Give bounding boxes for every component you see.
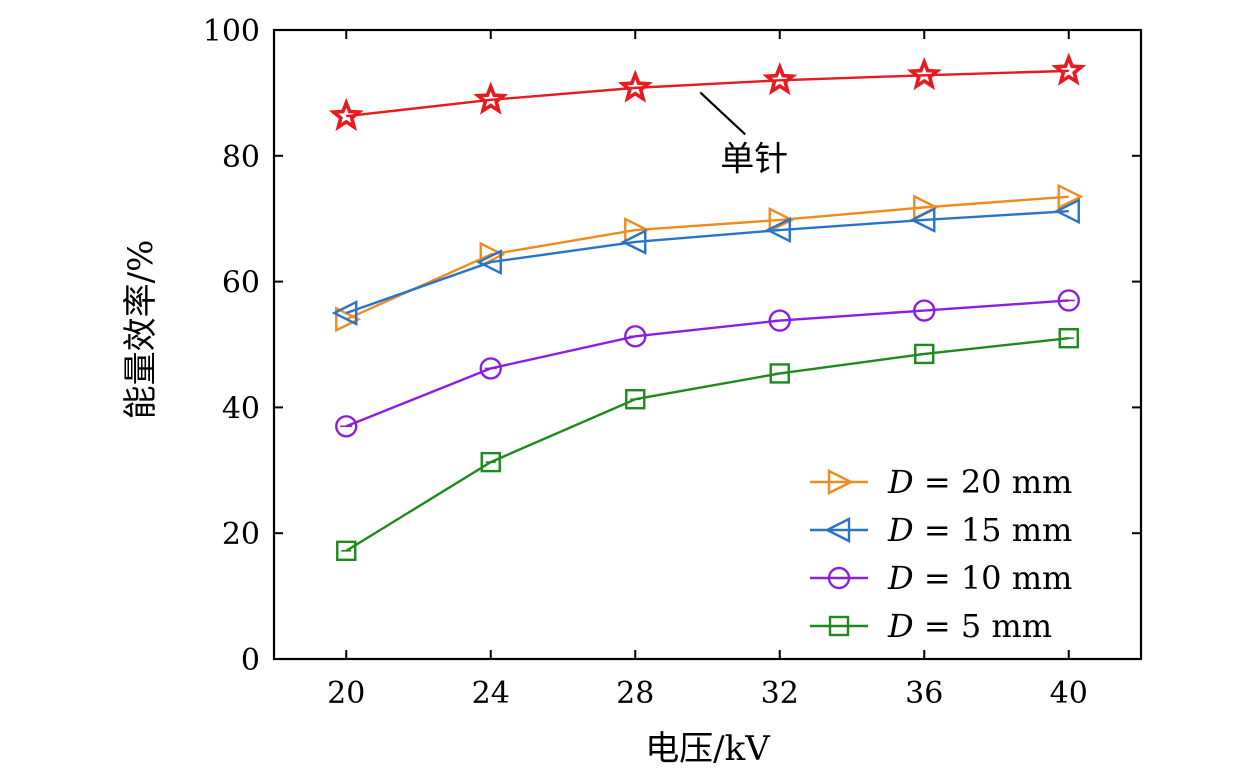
data-point — [765, 217, 791, 243]
data-point — [328, 97, 364, 131]
data-point — [335, 415, 358, 438]
annotation-label: 单针 — [720, 139, 788, 179]
legend-label-rest: = 5 mm — [914, 607, 1052, 645]
legend-marker — [827, 566, 851, 590]
legend-item: D = 20 mm — [810, 463, 1072, 501]
x-tick-label: 36 — [905, 676, 943, 711]
legend-item: D = 10 mm — [810, 559, 1072, 597]
data-point — [1051, 52, 1087, 86]
legend-marker — [824, 517, 851, 543]
data-point — [909, 207, 936, 233]
data-point-inner — [912, 62, 937, 86]
data-point-inner — [478, 87, 503, 110]
legend-marker — [828, 615, 850, 637]
data-point — [479, 357, 502, 380]
data-point — [769, 363, 790, 384]
series-0 — [328, 52, 1087, 131]
data-point — [473, 81, 509, 115]
legend-label: D = 15 mm — [887, 511, 1072, 549]
y-tick-label: 100 — [203, 14, 260, 49]
data-point — [1058, 328, 1079, 349]
series-line — [346, 69, 1069, 118]
x-tick-label: 40 — [1050, 676, 1088, 711]
legend-label-var: D — [887, 559, 914, 597]
annotation-pointer-line — [699, 91, 747, 136]
plot-frame — [272, 28, 1143, 661]
legend-label: D = 10 mm — [887, 559, 1072, 597]
legend-label: D = 20 mm — [887, 463, 1072, 501]
y-axis-label: 能量效率/% — [121, 240, 161, 420]
x-tick-label: 32 — [761, 676, 799, 711]
data-point-inner — [1056, 58, 1081, 82]
legend-label-rest: = 20 mm — [914, 463, 1073, 501]
data-point — [768, 309, 791, 332]
data-point-inner — [623, 75, 648, 99]
series-2 — [331, 198, 1080, 326]
series-line — [345, 337, 1069, 552]
series-line — [345, 209, 1069, 315]
legend-label-rest: = 15 mm — [914, 511, 1073, 549]
legend-label-rest: = 10 mm — [914, 559, 1073, 597]
legend-label-var: D — [887, 463, 914, 501]
data-point — [1057, 289, 1080, 312]
y-tick-label: 0 — [241, 643, 260, 678]
data-point — [914, 343, 935, 365]
data-point — [336, 540, 357, 562]
series-4 — [336, 328, 1079, 562]
y-tick-label: 20 — [222, 517, 260, 552]
data-point — [476, 249, 502, 276]
data-point — [625, 389, 646, 410]
annotation: 单针 — [699, 91, 788, 179]
y-tick-label: 80 — [222, 140, 260, 175]
data-point-inner — [334, 103, 359, 127]
legend-item: D = 15 mm — [810, 511, 1072, 549]
legend: D = 20 mmD = 15 mmD = 10 mmD = 5 mm — [810, 463, 1072, 645]
legend-item: D = 5 mm — [810, 607, 1052, 645]
data-point — [617, 69, 653, 103]
y-tick-label: 60 — [222, 266, 260, 301]
data-point — [331, 300, 358, 326]
legend-label-var: D — [887, 607, 914, 645]
x-tick-label: 20 — [327, 676, 365, 711]
data-point — [913, 299, 936, 322]
legend-marker — [827, 469, 854, 495]
data-point — [479, 241, 506, 268]
legend-label: D = 5 mm — [887, 607, 1052, 645]
data-point-inner — [767, 67, 792, 91]
legend-label-var: D — [887, 511, 914, 549]
series-line — [345, 195, 1069, 321]
data-point — [624, 325, 647, 348]
x-tick-label: 28 — [616, 676, 654, 711]
data-point — [762, 62, 798, 96]
data-point — [906, 57, 942, 91]
data-point — [480, 451, 501, 473]
data-point — [1057, 183, 1084, 210]
data-point — [1054, 198, 1080, 225]
series-line — [345, 299, 1069, 428]
series-1 — [335, 183, 1084, 333]
series-layer — [328, 52, 1087, 562]
data-point — [620, 229, 647, 255]
x-axis-label: 电压/kV — [645, 729, 771, 769]
data-point — [768, 207, 795, 233]
x-tick-label: 24 — [472, 676, 510, 711]
series-3 — [335, 289, 1080, 438]
y-tick-label: 40 — [222, 391, 260, 426]
tick-labels: 20 24 28 32 36 40 0 20 40 60 80 100 — [203, 14, 1088, 711]
